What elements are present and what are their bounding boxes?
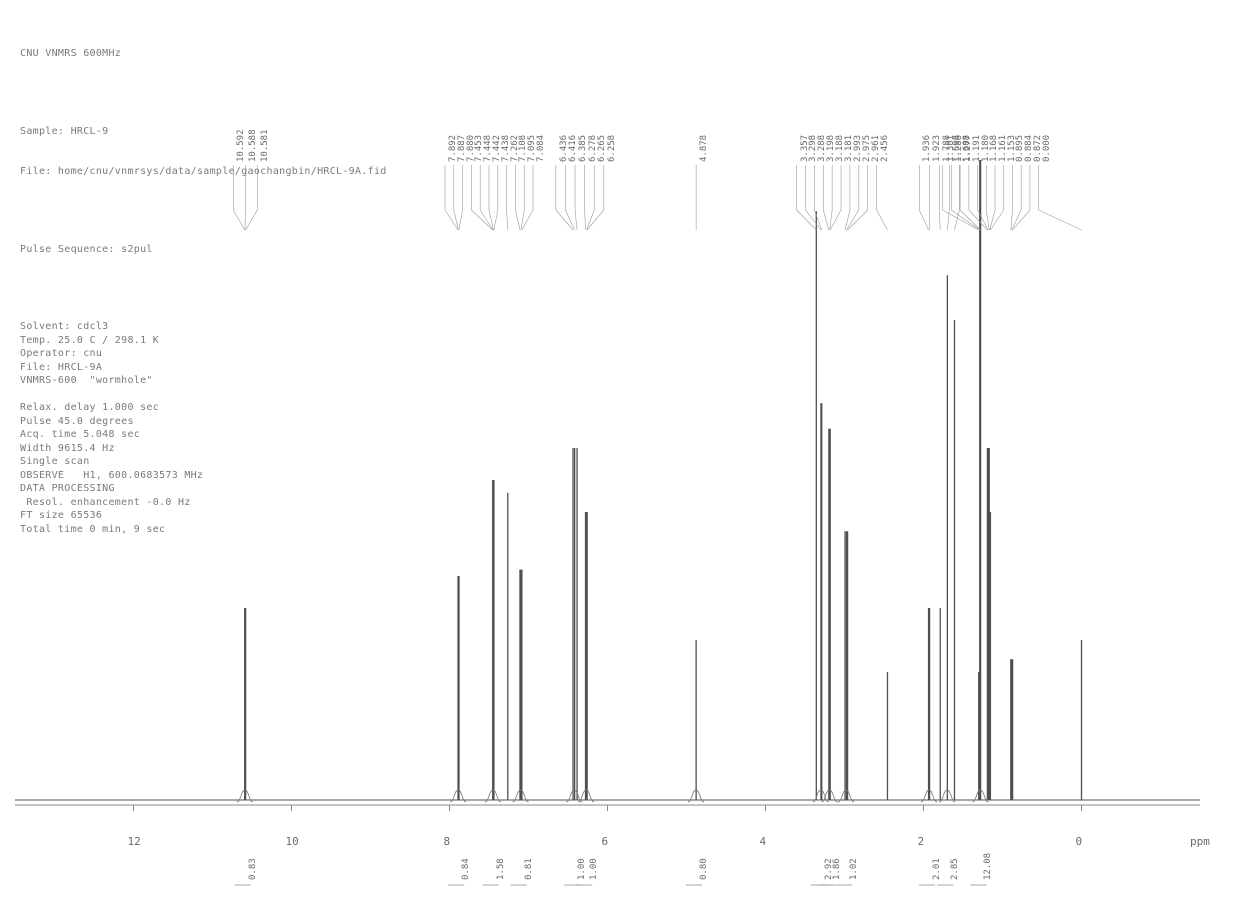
- axis-tick-label: 6: [602, 835, 609, 848]
- peak-ppm-label: 2.456: [880, 135, 890, 162]
- peak-ppm-label: 6.265: [597, 135, 607, 162]
- peak-ppm-label: 6.258: [607, 135, 617, 162]
- integral-value: 0.81: [524, 858, 534, 880]
- peak-ppm-label: 6.416: [568, 135, 578, 162]
- axis-tick-label: 0: [1076, 835, 1083, 848]
- integral-value: 1.00: [577, 858, 587, 880]
- peak-ppm-label: 6.385: [578, 135, 588, 162]
- integral-value: 12.08: [983, 853, 993, 880]
- peak-ppm-label: 1.936: [922, 135, 932, 162]
- axis-tick-label: 10: [286, 835, 299, 848]
- integral-value: 1.02: [849, 858, 859, 880]
- axis-tick-label: 12: [128, 835, 141, 848]
- integral-value: 1.58: [496, 858, 506, 880]
- integral-value: 0.84: [461, 858, 471, 880]
- integral-value: 2.85: [950, 858, 960, 880]
- axis-tick-label: 4: [760, 835, 767, 848]
- integral-value: 0.80: [699, 858, 709, 880]
- axis-tick-label: 2: [918, 835, 925, 848]
- peak-ppm-label: 10.581: [260, 129, 270, 162]
- nmr-spectrum-svg: [0, 0, 1240, 919]
- integral-value: 2.01: [932, 858, 942, 880]
- axis-unit-label: ppm: [1190, 835, 1210, 848]
- axis-tick-label: 8: [444, 835, 451, 848]
- integral-value: 1.86: [832, 858, 842, 880]
- peak-ppm-label: 7.084: [536, 135, 546, 162]
- peak-ppm-label: 1.923: [932, 135, 942, 162]
- integral-value: 1.00: [589, 858, 599, 880]
- integral-value: 0.83: [248, 858, 258, 880]
- peak-ppm-label: 10.592: [236, 129, 246, 162]
- nmr-spectrum-page: { "meta": { "instrument": "CNU VNMRS 600…: [0, 0, 1240, 919]
- peak-ppm-label: 10.588: [248, 129, 258, 162]
- peak-ppm-label: 4.878: [699, 135, 709, 162]
- peak-ppm-label: 0.000: [1042, 135, 1052, 162]
